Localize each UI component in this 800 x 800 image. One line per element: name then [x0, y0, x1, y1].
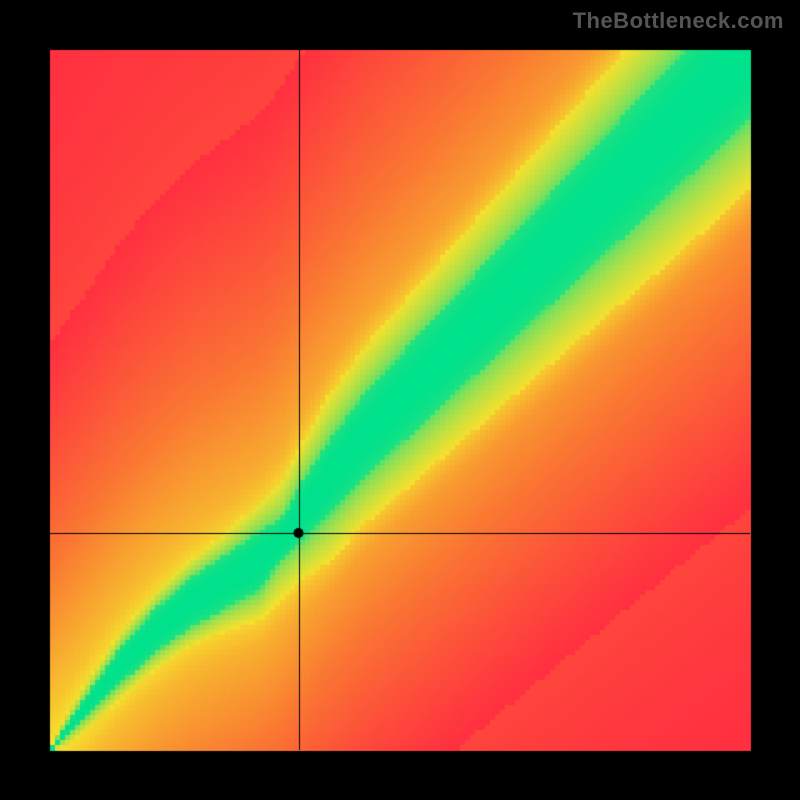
bottleneck-heatmap: TheBottleneck.com: [0, 0, 800, 800]
heatmap-canvas: [0, 0, 800, 800]
watermark: TheBottleneck.com: [573, 8, 784, 34]
